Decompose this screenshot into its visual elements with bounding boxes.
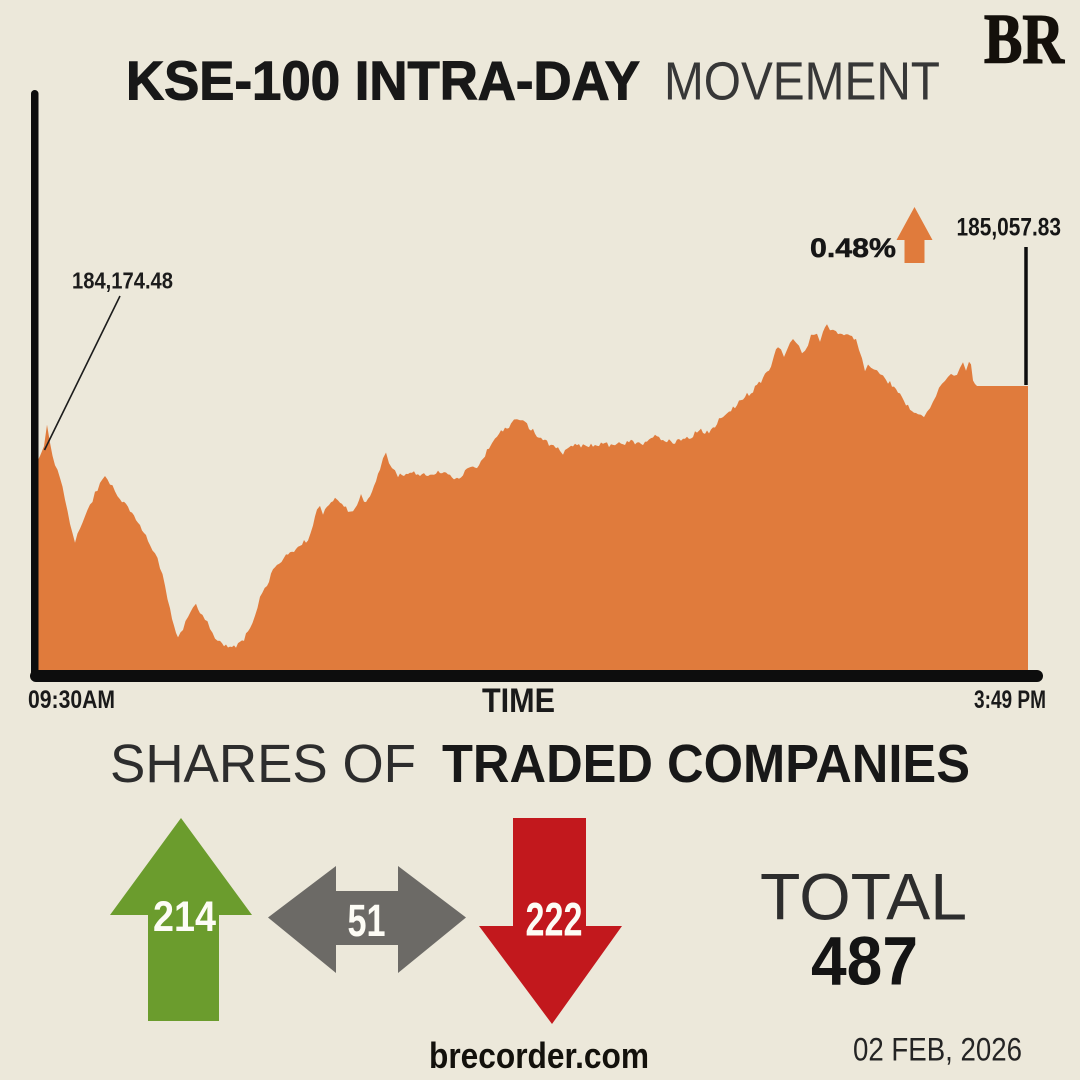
svg-text:KSE-100 INTRA-DAY: KSE-100 INTRA-DAY (126, 50, 640, 112)
svg-text:BR: BR (984, 1, 1065, 79)
svg-text:09:30AM: 09:30AM (28, 686, 115, 714)
svg-text:222: 222 (526, 893, 583, 946)
svg-text:SHARES OF: SHARES OF (110, 734, 416, 794)
svg-text:02 FEB, 2026: 02 FEB, 2026 (853, 1032, 1022, 1068)
svg-text:214: 214 (153, 893, 216, 941)
svg-text:487: 487 (811, 923, 918, 1000)
svg-text:51: 51 (348, 895, 386, 946)
svg-text:brecorder.com: brecorder.com (429, 1035, 649, 1076)
svg-text:TRADED COMPANIES: TRADED COMPANIES (442, 734, 970, 794)
svg-text:TOTAL: TOTAL (760, 860, 967, 934)
svg-text:185,057.83: 185,057.83 (957, 214, 1062, 242)
svg-text:MOVEMENT: MOVEMENT (664, 52, 940, 112)
svg-text:0.48%: 0.48% (810, 233, 896, 263)
svg-text:TIME: TIME (482, 682, 555, 720)
svg-text:3:49 PM: 3:49 PM (974, 686, 1046, 714)
svg-text:184,174.48: 184,174.48 (72, 268, 173, 294)
